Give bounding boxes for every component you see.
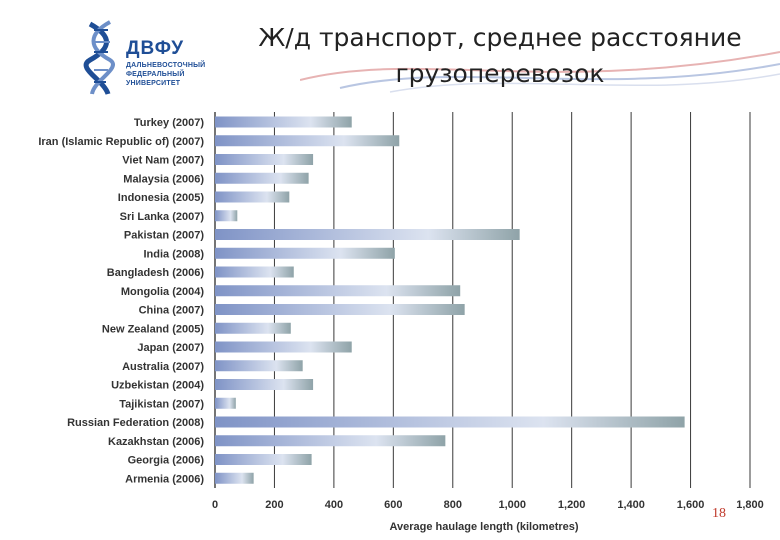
- category-label: Viet Nam (2007): [122, 155, 204, 167]
- grid-lines: [214, 112, 751, 488]
- category-label: Australia (2007): [122, 361, 204, 373]
- category-label: Russian Federation (2008): [67, 417, 204, 429]
- x-tick-label: 1,800: [736, 499, 764, 511]
- bar: [215, 341, 352, 353]
- x-axis-label: Average haulage length (kilometres): [389, 521, 578, 533]
- x-tick-label: 400: [325, 499, 343, 511]
- category-label: Iran (Islamic Republic of) (2007): [38, 136, 204, 148]
- bar: [215, 135, 400, 147]
- category-label: New Zealand (2005): [102, 323, 204, 335]
- bar: [215, 454, 312, 465]
- category-label: Bangladesh (2006): [107, 267, 205, 279]
- bar: [215, 116, 352, 128]
- bar: [215, 191, 290, 203]
- bar: [215, 379, 314, 390]
- bar: [215, 210, 238, 222]
- category-label: Kazakhstan (2006): [108, 436, 204, 448]
- university-logo: ДВФУ ДАЛЬНЕВОСТОЧНЫЙ ФЕДЕРАЛЬНЫЙ УНИВЕРС…: [82, 18, 212, 98]
- bar: [215, 304, 465, 315]
- category-label: India (2008): [143, 248, 204, 260]
- category-label: Uzbekistan (2004): [111, 380, 204, 392]
- category-label: Armenia (2006): [125, 473, 204, 485]
- x-tick-label: 200: [265, 499, 283, 511]
- bar: [215, 416, 685, 428]
- logo-text-line1: ДАЛЬНЕВОСТОЧНЫЙ: [126, 62, 206, 69]
- x-tick-label: 800: [444, 499, 462, 511]
- category-label: Turkey (2007): [134, 117, 204, 129]
- category-labels: Turkey (2007) Iran (Islamic Republic of) …: [38, 117, 204, 485]
- title-line-2: грузоперевозок: [395, 59, 605, 88]
- category-label: Tajikistan (2007): [119, 398, 204, 410]
- logo-abbreviation: ДВФУ: [126, 38, 185, 59]
- decorative-waves: [300, 51, 780, 93]
- category-label: China (2007): [139, 305, 205, 317]
- page-number: 18: [712, 506, 726, 521]
- logo-text-line2: ФЕДЕРАЛЬНЫЙ: [126, 71, 185, 78]
- category-label: Japan (2007): [137, 342, 204, 354]
- bar: [215, 229, 520, 240]
- dna-helix-icon: [83, 20, 115, 96]
- slide-title: Ж/д транспорт, среднее расстояние грузоп…: [240, 20, 760, 92]
- category-label: Malaysia (2006): [123, 173, 204, 185]
- x-tick-label: 600: [384, 499, 402, 511]
- bar: [215, 322, 291, 334]
- title-line-1: Ж/д транспорт, среднее расстояние: [258, 23, 742, 52]
- x-tick-label: 1,200: [558, 499, 586, 511]
- category-label: Mongolia (2004): [121, 286, 204, 298]
- bars: [215, 116, 685, 484]
- bar: [215, 247, 395, 259]
- x-tick-labels: 0 200 400 600 800 1,000 1,200 1,400 1,600 1,800: [212, 499, 764, 511]
- logo-text-line3: УНИВЕРСИТЕТ: [126, 80, 181, 87]
- category-label: Sri Lanka (2007): [120, 211, 205, 223]
- bar: [215, 397, 236, 409]
- category-label: Georgia (2006): [128, 455, 205, 467]
- x-tick-label: 1,400: [617, 499, 645, 511]
- x-tick-label: 1,600: [677, 499, 705, 511]
- category-label: Indonesia (2005): [118, 192, 205, 204]
- bar: [215, 285, 461, 297]
- bar: [215, 154, 314, 165]
- x-tick-label: 1,000: [498, 499, 526, 511]
- category-label: Pakistan (2007): [124, 230, 204, 242]
- bar: [215, 472, 254, 484]
- x-tick-label: 0: [212, 499, 218, 511]
- bar: [215, 435, 446, 447]
- bar: [215, 266, 294, 278]
- bar: [215, 172, 309, 184]
- bar: [215, 360, 303, 372]
